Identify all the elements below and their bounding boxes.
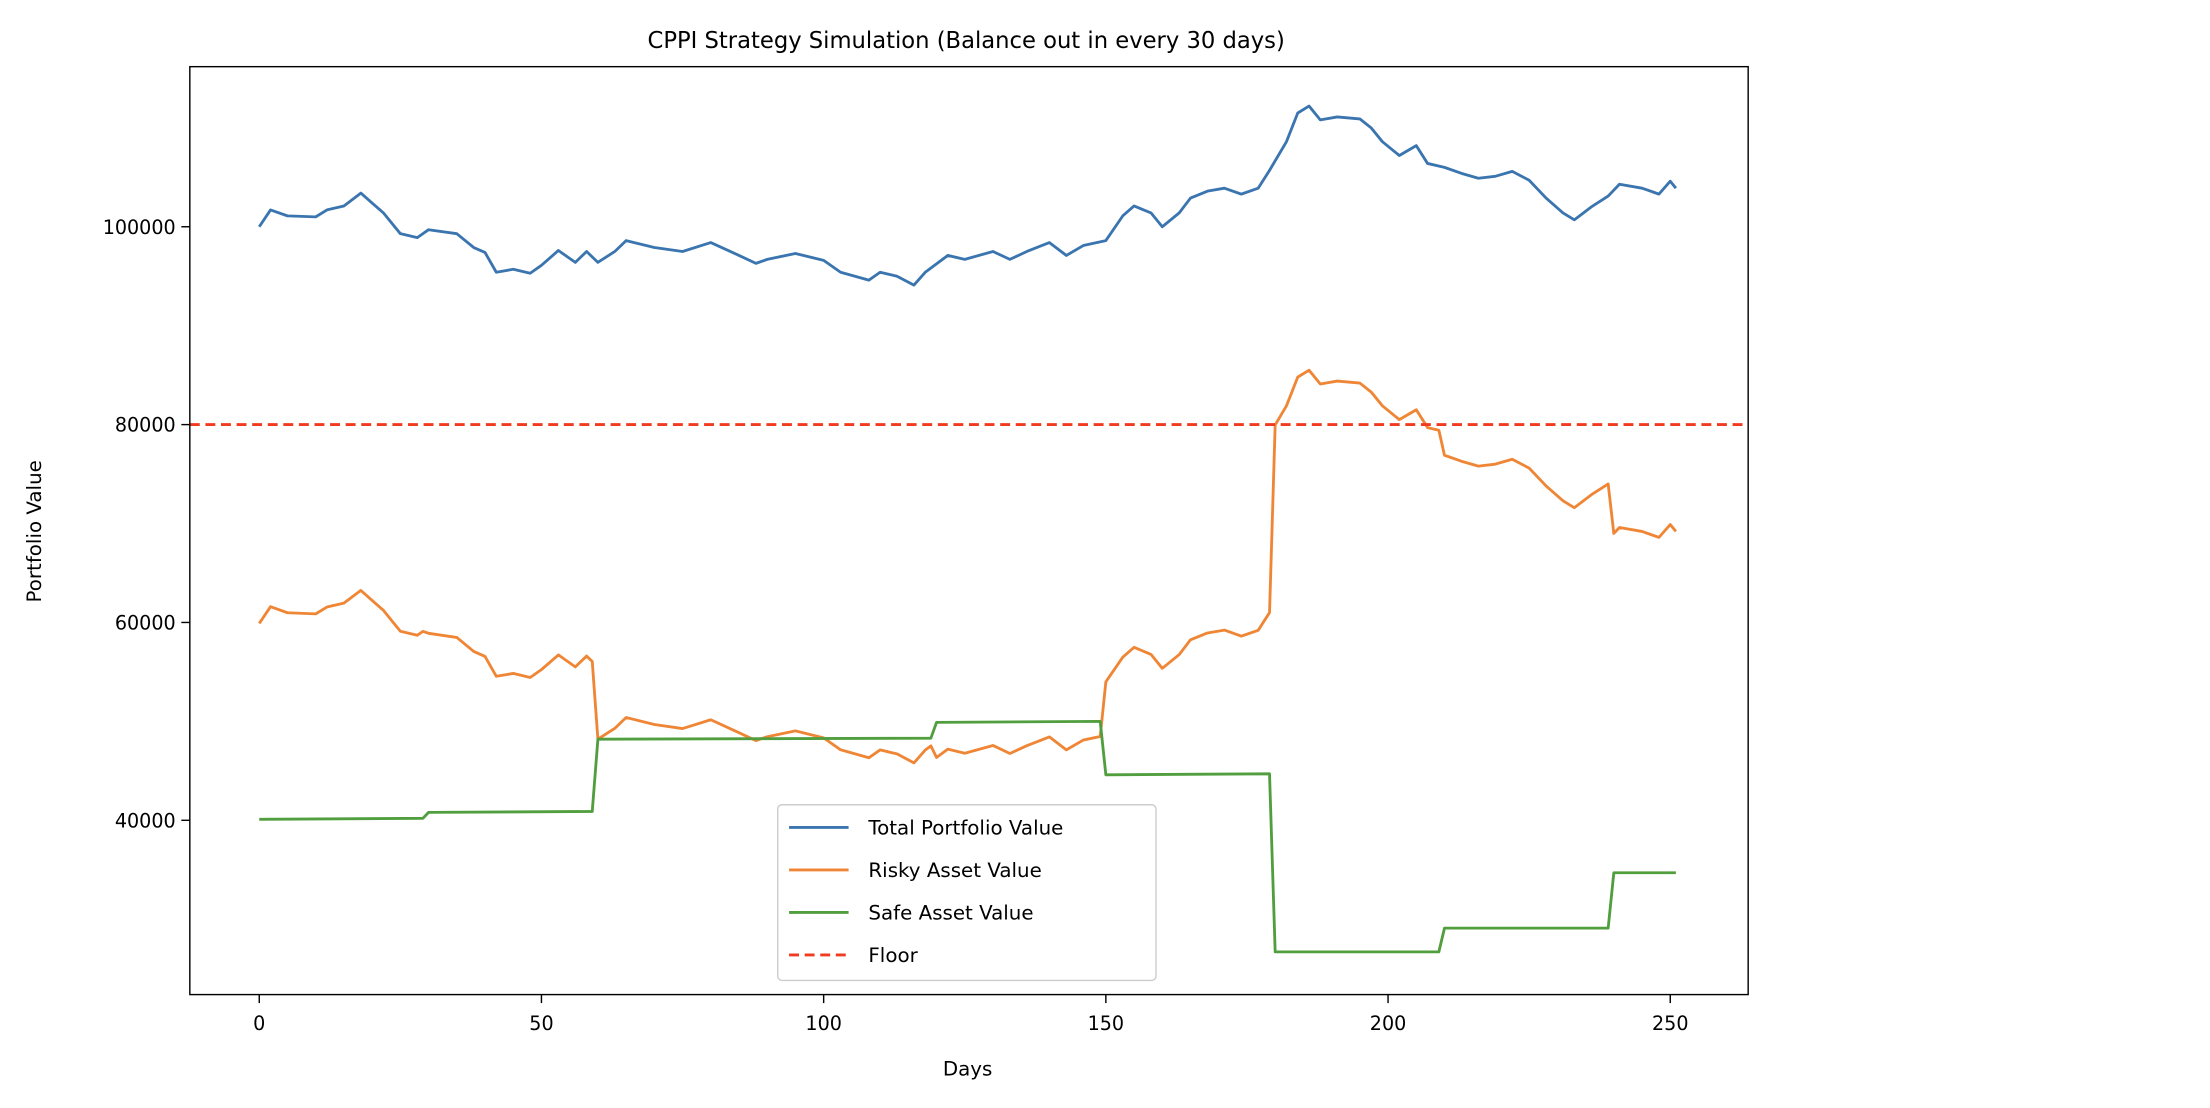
safe-asset-line [259, 719, 1676, 954]
legend-label: Safe Asset Value [868, 902, 1033, 925]
y-tick-label: 40000 [115, 809, 176, 832]
y-axis-label: Portfolio Value [23, 460, 46, 602]
x-axis-label: Days [943, 1057, 992, 1080]
legend-label: Floor [868, 944, 918, 967]
legend: Total Portfolio Value Risky Asset Value Sa… [777, 804, 1157, 982]
legend-label: Risky Asset Value [868, 859, 1041, 882]
x-tick-label: 150 [1088, 1012, 1124, 1035]
chart-title: CPPI Strategy Simulation (Balance out in… [648, 28, 1285, 54]
y-tick-label: 100000 [103, 216, 176, 239]
x-tick-label: 250 [1652, 1012, 1688, 1035]
total-portfolio-line [258, 104, 1677, 287]
plot-frame [189, 65, 1749, 996]
y-tick-label: 60000 [115, 612, 176, 635]
x-tick-label: 100 [805, 1012, 841, 1035]
x-tick-label: 200 [1370, 1012, 1406, 1035]
legend-label: Total Portfolio Value [867, 817, 1063, 840]
x-tick-label: 50 [529, 1012, 553, 1035]
risky-asset-line [258, 368, 1677, 765]
y-tick-label: 80000 [115, 414, 176, 437]
x-tick-label: 0 [253, 1012, 265, 1035]
